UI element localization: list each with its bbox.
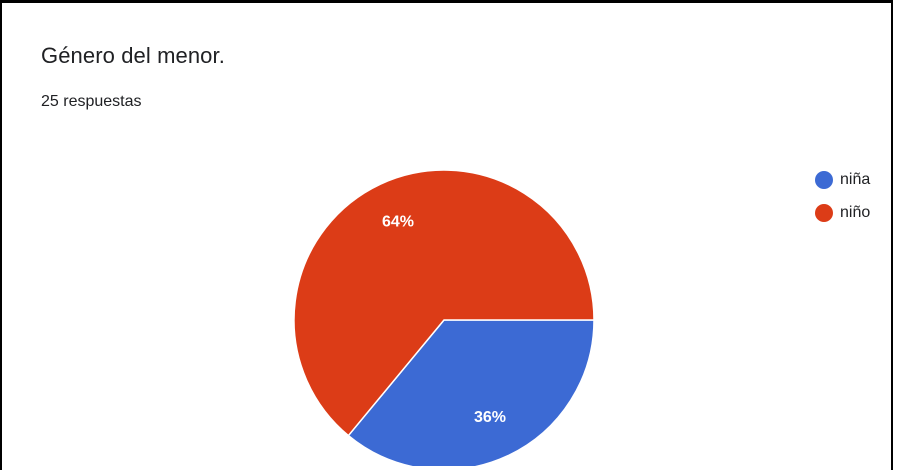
- chart-title: Género del menor.: [41, 43, 225, 68]
- pie-slice-niña[interactable]: [347, 319, 595, 466]
- slice-label-niño: 64%: [382, 213, 414, 230]
- legend-marker-niña[interactable]: [815, 171, 833, 189]
- response-count: 25 respuestas: [41, 93, 142, 110]
- pie-slice-niño[interactable]: [293, 169, 595, 437]
- slice-label-niña: 36%: [474, 409, 506, 426]
- legend-label-niño[interactable]: niño: [840, 204, 870, 221]
- pie-slices: [293, 169, 595, 466]
- legend-label-niña[interactable]: niña: [840, 171, 870, 188]
- chart-legend: niña niño: [815, 171, 870, 222]
- legend-marker-niño[interactable]: [815, 204, 833, 222]
- pie-slice-labels: 36% 64%: [382, 213, 506, 425]
